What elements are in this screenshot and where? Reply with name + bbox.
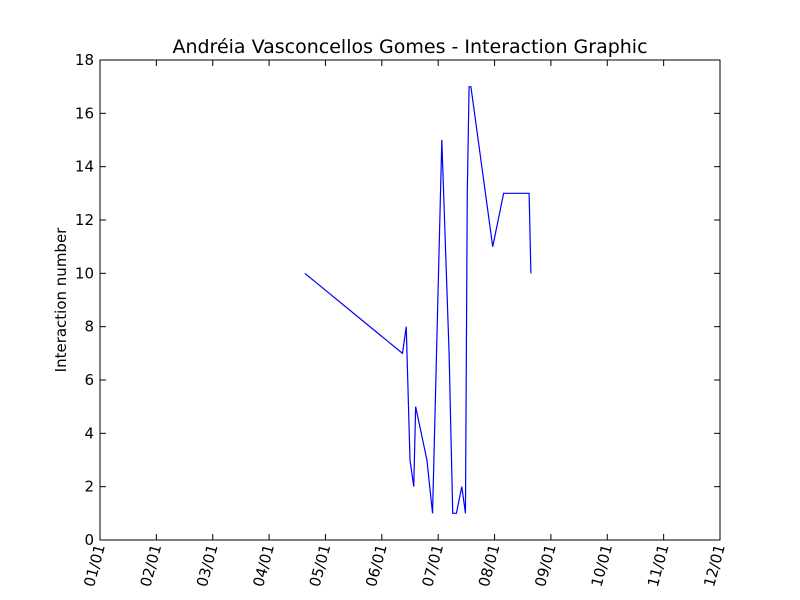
y-tick-label: 6 bbox=[84, 371, 94, 389]
x-tick-label: 10/01 bbox=[588, 542, 617, 588]
x-tick-label: 07/01 bbox=[418, 542, 447, 588]
y-tick-label: 12 bbox=[75, 211, 94, 229]
plot-frame bbox=[99, 59, 721, 541]
y-tick-label: 14 bbox=[75, 158, 94, 176]
series-line-0 bbox=[304, 86, 532, 514]
y-tick-label: 18 bbox=[75, 51, 94, 69]
y-tick-label: 0 bbox=[84, 531, 94, 549]
y-tick-label: 2 bbox=[84, 478, 94, 496]
y-tick-label: 10 bbox=[75, 264, 94, 282]
y-axis-label: Interaction number bbox=[52, 227, 70, 373]
y-tick-label: 8 bbox=[84, 318, 94, 336]
y-tick-label: 4 bbox=[84, 424, 94, 442]
x-tick-label: 08/01 bbox=[475, 542, 504, 588]
y-tick-label: 16 bbox=[75, 104, 94, 122]
x-tick-label: 05/01 bbox=[306, 542, 335, 588]
x-tick-label: 12/01 bbox=[700, 542, 729, 588]
ticks-layer: 01/01 02/01 03/01 04/01 05/01 06/01 07/01 08/01… bbox=[75, 51, 729, 589]
chart-title: Andréia Vasconcellos Gomes - Interaction… bbox=[172, 36, 647, 58]
x-tick-label: 06/01 bbox=[362, 542, 391, 588]
x-tick-label: 11/01 bbox=[644, 542, 673, 588]
x-tick-label: 02/01 bbox=[137, 542, 166, 588]
series-layer bbox=[304, 86, 532, 514]
x-tick-label: 03/01 bbox=[193, 542, 222, 588]
x-tick-label: 09/01 bbox=[531, 542, 560, 588]
x-tick-label: 04/01 bbox=[249, 542, 278, 588]
x-tick-label: 01/01 bbox=[80, 542, 109, 588]
